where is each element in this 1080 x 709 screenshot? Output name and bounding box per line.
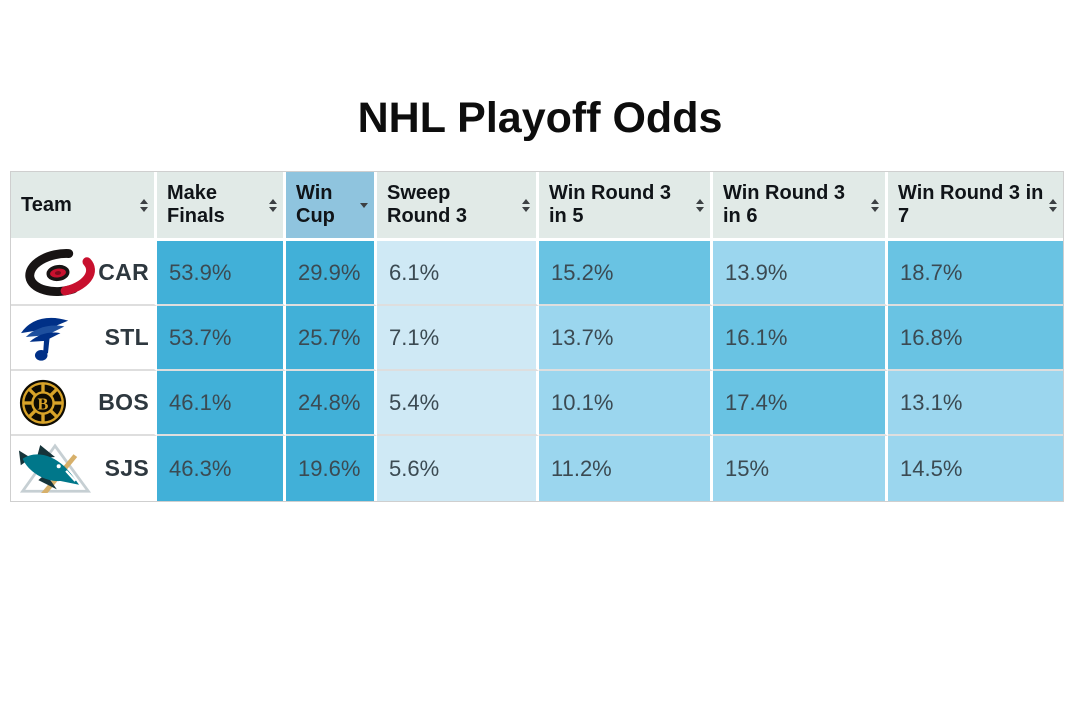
value-cell: 14.5% bbox=[888, 436, 1063, 502]
table-row: STL 53.7% 25.7% 7.1% 13.7% 16.1% 16.8% bbox=[11, 306, 1063, 372]
column-header-team[interactable]: Team bbox=[11, 172, 157, 242]
boston-bruins-logo: B bbox=[18, 375, 68, 431]
value-cell: 15.2% bbox=[539, 241, 713, 307]
value-cell: 15% bbox=[713, 436, 888, 502]
header-row: Team Make Finals Win Cup Sweep Round 3 W… bbox=[11, 172, 1063, 242]
value-cell: 46.1% bbox=[157, 371, 286, 437]
value-cell: 17.4% bbox=[713, 371, 888, 437]
column-header-make-finals[interactable]: Make Finals bbox=[157, 172, 286, 242]
table-row: B BOS 46.1% 24.8% 5.4% 10.1% 17.4% 13.1% bbox=[11, 371, 1063, 437]
sort-both-icon[interactable] bbox=[696, 198, 704, 212]
sort-both-icon[interactable] bbox=[522, 198, 530, 212]
value-cell: 13.1% bbox=[888, 371, 1063, 437]
value-cell: 16.1% bbox=[713, 306, 888, 372]
column-header-win-round-3-in-5[interactable]: Win Round 3 in 5 bbox=[539, 172, 713, 242]
column-header-label: Sweep Round 3 bbox=[387, 182, 467, 228]
sort-both-icon[interactable] bbox=[269, 198, 277, 212]
san-jose-sharks-logo bbox=[18, 441, 92, 497]
value-cell: 19.6% bbox=[286, 436, 377, 502]
value-cell: 46.3% bbox=[157, 436, 286, 502]
page-title: NHL Playoff Odds bbox=[357, 94, 723, 142]
column-header-label: Make Finals bbox=[167, 182, 225, 228]
team-cell: B BOS bbox=[11, 371, 157, 437]
column-header-label: Win Round 3 in 6 bbox=[723, 182, 846, 228]
value-cell: 5.6% bbox=[377, 436, 539, 502]
value-cell: 13.7% bbox=[539, 306, 713, 372]
playoff-odds-table-container: Team Make Finals Win Cup Sweep Round 3 W… bbox=[10, 171, 1072, 503]
team-code: STL bbox=[104, 324, 149, 351]
value-cell: 24.8% bbox=[286, 371, 377, 437]
st-louis-blues-logo bbox=[18, 310, 76, 366]
value-cell: 29.9% bbox=[286, 241, 377, 307]
team-code: BOS bbox=[98, 389, 149, 416]
team-cell: STL bbox=[11, 306, 157, 372]
value-cell: 18.7% bbox=[888, 241, 1063, 307]
value-cell: 10.1% bbox=[539, 371, 713, 437]
value-cell: 5.4% bbox=[377, 371, 539, 437]
sort-both-icon[interactable] bbox=[1049, 198, 1057, 212]
column-header-win-cup[interactable]: Win Cup bbox=[286, 172, 377, 242]
team-code: SJS bbox=[104, 455, 149, 482]
value-cell: 53.7% bbox=[157, 306, 286, 372]
sort-both-icon[interactable] bbox=[140, 198, 148, 212]
carolina-hurricanes-logo bbox=[18, 245, 98, 301]
value-cell: 16.8% bbox=[888, 306, 1063, 372]
value-cell: 53.9% bbox=[157, 241, 286, 307]
value-cell: 13.9% bbox=[713, 241, 888, 307]
team-cell: CAR bbox=[11, 241, 157, 307]
column-header-label: Win Round 3 in 7 bbox=[898, 182, 1044, 228]
playoff-odds-table: Team Make Finals Win Cup Sweep Round 3 W… bbox=[10, 171, 1064, 503]
value-cell: 11.2% bbox=[539, 436, 713, 502]
value-cell: 7.1% bbox=[377, 306, 539, 372]
team-code: CAR bbox=[98, 259, 149, 286]
table-row: SJS 46.3% 19.6% 5.6% 11.2% 15% 14.5% bbox=[11, 436, 1063, 502]
svg-text:B: B bbox=[38, 394, 49, 413]
value-cell: 25.7% bbox=[286, 306, 377, 372]
value-cell: 6.1% bbox=[377, 241, 539, 307]
column-header-label: Team bbox=[21, 193, 72, 216]
column-header-win-round-3-in-6[interactable]: Win Round 3 in 6 bbox=[713, 172, 888, 242]
column-header-label: Win Cup bbox=[296, 182, 335, 228]
column-header-win-round-3-in-7[interactable]: Win Round 3 in 7 bbox=[888, 172, 1063, 242]
team-cell: SJS bbox=[11, 436, 157, 502]
sort-both-icon[interactable] bbox=[871, 198, 879, 212]
sort-descending-icon[interactable] bbox=[360, 202, 368, 208]
column-header-sweep-round-3[interactable]: Sweep Round 3 bbox=[377, 172, 539, 242]
table-row: CAR 53.9% 29.9% 6.1% 15.2% 13.9% 18.7% bbox=[11, 241, 1063, 307]
column-header-label: Win Round 3 in 5 bbox=[549, 182, 672, 228]
